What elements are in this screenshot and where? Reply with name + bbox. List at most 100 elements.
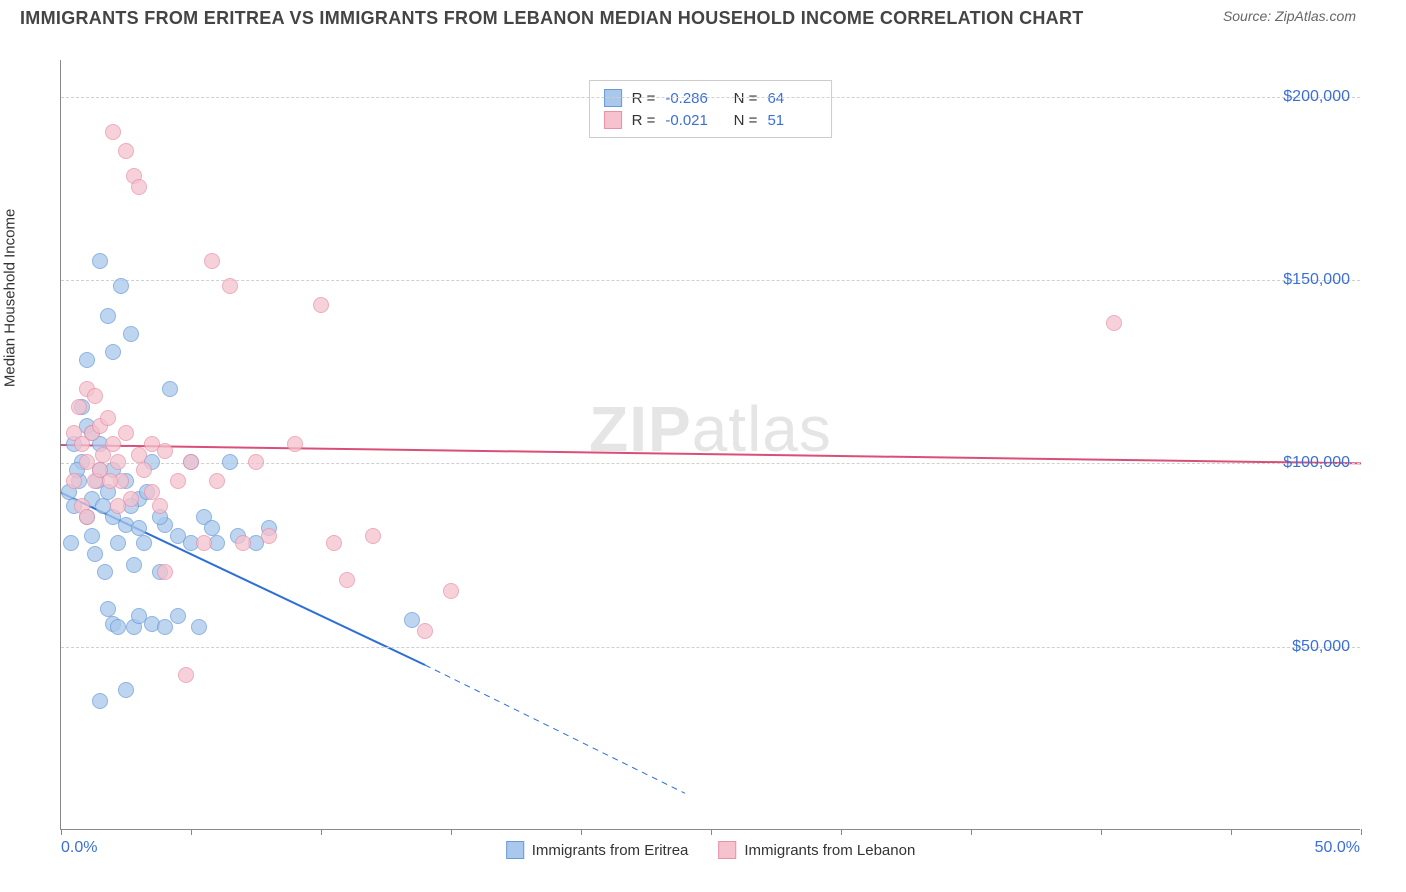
- stat-n-value: 51: [767, 112, 817, 129]
- data-point: [261, 528, 277, 544]
- data-point: [100, 308, 116, 324]
- data-point: [170, 473, 186, 489]
- series-swatch: [604, 111, 622, 129]
- data-point: [100, 601, 116, 617]
- data-point: [191, 619, 207, 635]
- data-point: [92, 253, 108, 269]
- legend-label: Immigrants from Eritrea: [532, 842, 689, 859]
- gridline: [61, 280, 1360, 281]
- x-tick: [451, 829, 452, 835]
- data-point: [118, 143, 134, 159]
- data-point: [79, 509, 95, 525]
- x-tick: [1361, 829, 1362, 835]
- data-point: [131, 520, 147, 536]
- x-tick: [711, 829, 712, 835]
- data-point: [136, 535, 152, 551]
- data-point: [443, 583, 459, 599]
- stat-n-label: N =: [725, 112, 757, 129]
- x-tick: [971, 829, 972, 835]
- legend-swatch: [718, 841, 736, 859]
- data-point: [71, 399, 87, 415]
- data-point: [123, 326, 139, 342]
- data-point: [63, 535, 79, 551]
- source-label: Source: ZipAtlas.com: [1223, 8, 1386, 24]
- legend-label: Immigrants from Lebanon: [744, 842, 915, 859]
- data-point: [105, 344, 121, 360]
- data-point: [131, 447, 147, 463]
- data-point: [110, 454, 126, 470]
- data-point: [417, 623, 433, 639]
- legend: Immigrants from Eritrea Immigrants from L…: [506, 841, 916, 859]
- data-point: [170, 608, 186, 624]
- data-point: [157, 564, 173, 580]
- chart-title: IMMIGRANTS FROM ERITREA VS IMMIGRANTS FR…: [20, 8, 1084, 29]
- data-point: [157, 619, 173, 635]
- data-point: [326, 535, 342, 551]
- data-point: [84, 528, 100, 544]
- x-tick: [1231, 829, 1232, 835]
- data-point: [178, 667, 194, 683]
- plot-area: ZIPatlas R =-0.286 N =64R =-0.021 N =51 …: [60, 60, 1360, 830]
- x-tick: [61, 829, 62, 835]
- gridline: [61, 647, 1360, 648]
- gridline: [61, 97, 1360, 98]
- data-point: [365, 528, 381, 544]
- y-tick-label: $150,000: [1283, 271, 1350, 289]
- chart-container: Median Household Income ZIPatlas R =-0.2…: [20, 40, 1386, 860]
- data-point: [136, 462, 152, 478]
- data-point: [110, 498, 126, 514]
- data-point: [144, 484, 160, 500]
- legend-item: Immigrants from Lebanon: [718, 841, 915, 859]
- y-axis-label: Median Household Income: [2, 209, 19, 387]
- data-point: [92, 693, 108, 709]
- data-point: [105, 124, 121, 140]
- data-point: [100, 410, 116, 426]
- x-tick: [321, 829, 322, 835]
- x-tick: [581, 829, 582, 835]
- data-point: [339, 572, 355, 588]
- correlation-stats-box: R = -0.286 N = 64 R = -0.021 N = 51: [589, 80, 833, 138]
- data-point: [287, 436, 303, 452]
- data-point: [87, 546, 103, 562]
- data-point: [204, 520, 220, 536]
- stat-r-label: R =: [632, 90, 656, 107]
- data-point: [66, 473, 82, 489]
- y-tick-label: $200,000: [1283, 88, 1350, 106]
- x-tick-label: 50.0%: [1315, 839, 1360, 857]
- data-point: [97, 564, 113, 580]
- stat-n-value: 64: [767, 90, 817, 107]
- data-point: [162, 381, 178, 397]
- stat-n-label: N =: [725, 90, 757, 107]
- data-point: [79, 352, 95, 368]
- series-swatch: [604, 89, 622, 107]
- data-point: [248, 454, 264, 470]
- data-point: [204, 253, 220, 269]
- y-tick-label: $50,000: [1292, 638, 1350, 656]
- data-point: [118, 425, 134, 441]
- stats-row: R = -0.286 N = 64: [604, 87, 818, 109]
- data-point: [235, 535, 251, 551]
- data-point: [183, 454, 199, 470]
- data-point: [1106, 315, 1122, 331]
- data-point: [87, 388, 103, 404]
- stat-r-label: R =: [632, 112, 656, 129]
- stat-r-value: -0.286: [665, 90, 715, 107]
- data-point: [131, 179, 147, 195]
- data-point: [95, 498, 111, 514]
- data-point: [152, 498, 168, 514]
- data-point: [313, 297, 329, 313]
- stat-r-value: -0.021: [665, 112, 715, 129]
- y-tick-label: $100,000: [1283, 454, 1350, 472]
- data-point: [157, 443, 173, 459]
- trend-lines: [61, 60, 1361, 830]
- x-tick-label: 0.0%: [61, 839, 97, 857]
- data-point: [113, 278, 129, 294]
- data-point: [196, 535, 212, 551]
- data-point: [222, 278, 238, 294]
- data-point: [222, 454, 238, 470]
- legend-item: Immigrants from Eritrea: [506, 841, 689, 859]
- watermark: ZIPatlas: [589, 392, 832, 466]
- data-point: [95, 447, 111, 463]
- data-point: [110, 535, 126, 551]
- stats-row: R = -0.021 N = 51: [604, 109, 818, 131]
